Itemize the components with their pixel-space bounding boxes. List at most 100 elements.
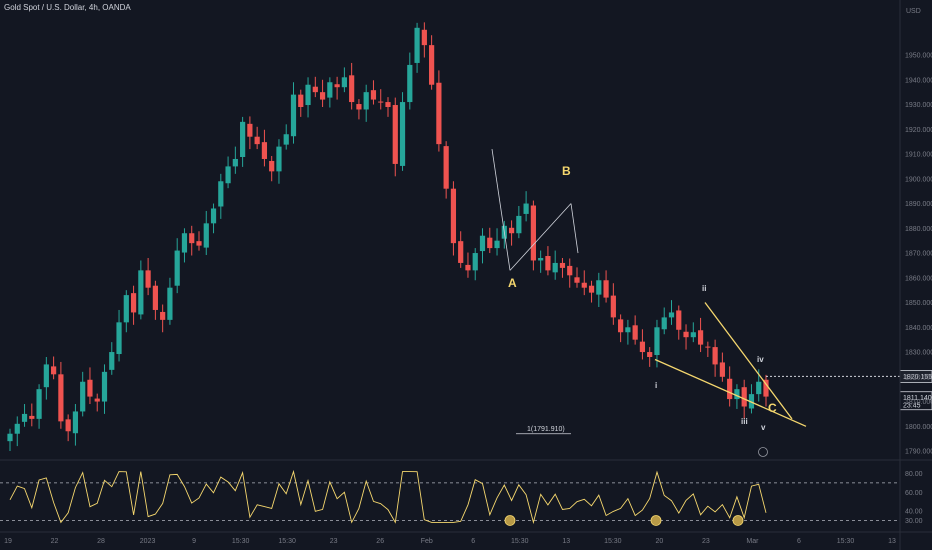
candle-body xyxy=(298,94,304,108)
price-tick-label: 1890.000 xyxy=(905,201,932,208)
time-tick-label: 15:30 xyxy=(511,538,529,545)
candle-body xyxy=(65,419,71,432)
candle-body xyxy=(370,90,377,100)
candle-body xyxy=(756,381,762,395)
candle-body xyxy=(763,379,769,397)
price-tick-label: 1790.000 xyxy=(905,449,932,456)
candle-body xyxy=(36,389,42,419)
wave-label-ii: ii xyxy=(702,284,706,293)
candle-body xyxy=(378,101,384,103)
price-tick-label: 1930.000 xyxy=(905,102,932,109)
candle-body xyxy=(349,75,355,103)
candle-body xyxy=(618,319,624,333)
annotations: 1820.1551811.14023:451(1791.910)ABCiiiii… xyxy=(491,149,932,457)
time-tick-label: 9 xyxy=(192,538,196,545)
time-tick-label: 15:30 xyxy=(837,538,855,545)
candle-body xyxy=(43,364,49,388)
wave-label-v: v xyxy=(761,423,766,432)
candle-body xyxy=(109,352,115,370)
candle-body xyxy=(697,330,704,345)
candle-body xyxy=(407,64,413,103)
wave-line xyxy=(491,149,511,271)
candle-body xyxy=(559,262,566,268)
wave-label-A: A xyxy=(508,276,517,290)
candle-body xyxy=(647,352,653,357)
candle-body xyxy=(523,203,529,214)
oscillator-low-marker xyxy=(650,515,662,526)
candle-body xyxy=(632,325,638,340)
symbol-title: Gold Spot / U.S. Dollar, 4h, OANDA xyxy=(4,3,131,12)
price-tick-label: 1850.000 xyxy=(905,300,932,307)
candle-body xyxy=(530,205,536,261)
wave-label-iv: iv xyxy=(757,355,764,364)
wedge-lower-line xyxy=(654,358,807,427)
candle-body xyxy=(385,102,391,108)
candle-body xyxy=(305,84,311,106)
candle-body xyxy=(58,374,64,422)
candle-body xyxy=(676,310,682,330)
time-tick-label: 13 xyxy=(562,538,570,545)
wave-line xyxy=(509,203,572,271)
candle-body xyxy=(196,241,202,246)
time-tick-label: 15:30 xyxy=(278,538,296,545)
candle-body xyxy=(552,262,558,273)
candle-body xyxy=(654,327,660,356)
current-price-label: 1811.140 xyxy=(903,395,932,402)
candle-body xyxy=(588,285,595,293)
price-axis: USD 1790.000 1800.000 1810.000 1820.000 1830.… xyxy=(905,8,932,456)
candle-body xyxy=(14,423,20,434)
candle-body xyxy=(516,215,522,234)
price-tick-label: 1830.000 xyxy=(905,350,932,357)
candle-body xyxy=(341,77,347,88)
candle-body xyxy=(116,322,122,355)
candle-body xyxy=(487,237,493,249)
candle-body xyxy=(748,394,755,409)
time-tick-label: 2023 xyxy=(140,538,156,545)
candle-body xyxy=(319,92,326,100)
candle-body xyxy=(661,317,667,330)
candle-body xyxy=(399,102,406,166)
candles xyxy=(7,22,769,452)
candle-body xyxy=(21,413,28,422)
candle-body xyxy=(538,257,544,261)
dashed-level-label: 1820.155 xyxy=(903,374,932,381)
candle-body xyxy=(436,82,442,145)
candle-body xyxy=(123,295,129,323)
oscillator-low-marker xyxy=(504,515,516,526)
candle-body xyxy=(508,227,515,234)
candle-body xyxy=(610,295,616,318)
time-tick-label: 6 xyxy=(471,538,475,545)
price-tick-label: 1880.000 xyxy=(905,226,932,233)
candle-body xyxy=(130,293,137,313)
time-tick-label: 26 xyxy=(376,538,384,545)
price-tick-label: 1840.000 xyxy=(905,325,932,332)
candle-body xyxy=(80,381,86,412)
candle-body xyxy=(334,84,340,88)
time-tick-label: 23 xyxy=(330,538,338,545)
candle-body xyxy=(145,270,151,288)
candle-body xyxy=(283,134,289,145)
candle-body xyxy=(7,433,13,442)
current-price-time: 23:45 xyxy=(903,403,921,410)
oscillator-line xyxy=(9,469,767,525)
candle-body xyxy=(625,327,631,333)
price-tick-label: 1810.000 xyxy=(905,399,932,406)
candle-body xyxy=(189,233,195,244)
wave-line xyxy=(570,203,579,254)
candle-body xyxy=(443,146,449,189)
candle-body xyxy=(581,282,587,288)
oscillator-tick-label: 80.00 xyxy=(905,471,923,478)
candle-body xyxy=(225,166,231,184)
candle-body xyxy=(210,208,217,224)
candle-body xyxy=(232,158,238,167)
price-tick-label: 1910.000 xyxy=(905,152,932,159)
time-tick-label: Mar xyxy=(746,538,759,545)
candle-body xyxy=(458,241,464,263)
time-tick-label: 15:30 xyxy=(604,538,622,545)
candle-body xyxy=(741,387,747,407)
oscillator-tick-label: 60.00 xyxy=(905,490,923,497)
oscillator-tick-label: 30.00 xyxy=(905,518,923,525)
time-tick-label: 13 xyxy=(888,538,896,545)
price-unit-label: USD xyxy=(906,8,921,15)
